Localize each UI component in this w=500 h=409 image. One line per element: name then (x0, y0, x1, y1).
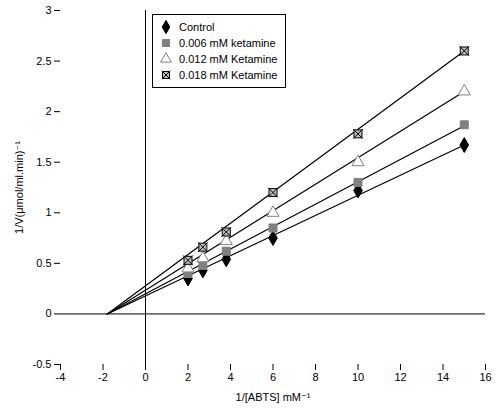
svg-text:1/[ABTS] mM⁻¹: 1/[ABTS] mM⁻¹ (236, 391, 311, 403)
svg-text:4: 4 (227, 371, 233, 383)
svg-text:1: 1 (45, 206, 51, 218)
svg-text:6: 6 (270, 371, 276, 383)
svg-text:16: 16 (479, 371, 491, 383)
svg-text:-0.5: -0.5 (33, 358, 52, 370)
svg-text:10: 10 (352, 371, 364, 383)
svg-text:0.5: 0.5 (36, 257, 51, 269)
svg-text:8: 8 (312, 371, 318, 383)
svg-text:-2: -2 (98, 371, 108, 383)
html-text:0.006 mM ketamine: 0.006 mM ketamine (179, 37, 276, 49)
svg-text:12: 12 (394, 371, 406, 383)
svg-text:0: 0 (142, 371, 148, 383)
svg-text:2: 2 (45, 105, 51, 117)
html-text:0.012 mM Ketamine: 0.012 mM Ketamine (179, 53, 278, 65)
svg-text:14: 14 (437, 371, 449, 383)
html-text:0.018 mM Ketamine: 0.018 mM Ketamine (179, 69, 278, 81)
svg-text:1/V(μmol/ml.min)⁻¹: 1/V(μmol/ml.min)⁻¹ (13, 141, 25, 234)
svg-text:-4: -4 (56, 371, 66, 383)
svg-text:2: 2 (185, 371, 191, 383)
svg-text:2.5: 2.5 (36, 55, 51, 67)
svg-text:3: 3 (45, 4, 51, 16)
svg-text:0: 0 (45, 307, 51, 319)
html-text:Control: Control (179, 21, 215, 33)
svg-text:1.5: 1.5 (36, 156, 51, 168)
